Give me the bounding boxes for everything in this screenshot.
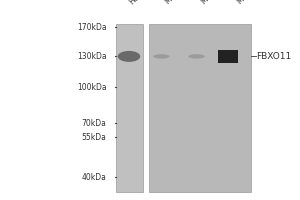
Text: FBXO11: FBXO11 — [256, 52, 292, 61]
Ellipse shape — [118, 51, 140, 62]
Bar — [116, 24, 142, 192]
Text: HeLa: HeLa — [128, 0, 148, 6]
Text: Mouse lung: Mouse lung — [236, 0, 273, 6]
Text: 40kDa: 40kDa — [82, 172, 106, 182]
Ellipse shape — [153, 54, 170, 59]
Text: 170kDa: 170kDa — [77, 22, 106, 31]
Ellipse shape — [188, 54, 205, 59]
Bar — [218, 50, 238, 63]
Bar — [148, 24, 250, 192]
Text: 70kDa: 70kDa — [82, 118, 106, 128]
Text: Mouse ovary: Mouse ovary — [200, 0, 240, 6]
Text: Mouse spleen: Mouse spleen — [164, 0, 207, 6]
Text: 55kDa: 55kDa — [82, 132, 106, 142]
Text: 100kDa: 100kDa — [77, 83, 106, 92]
Text: 130kDa: 130kDa — [77, 52, 106, 61]
